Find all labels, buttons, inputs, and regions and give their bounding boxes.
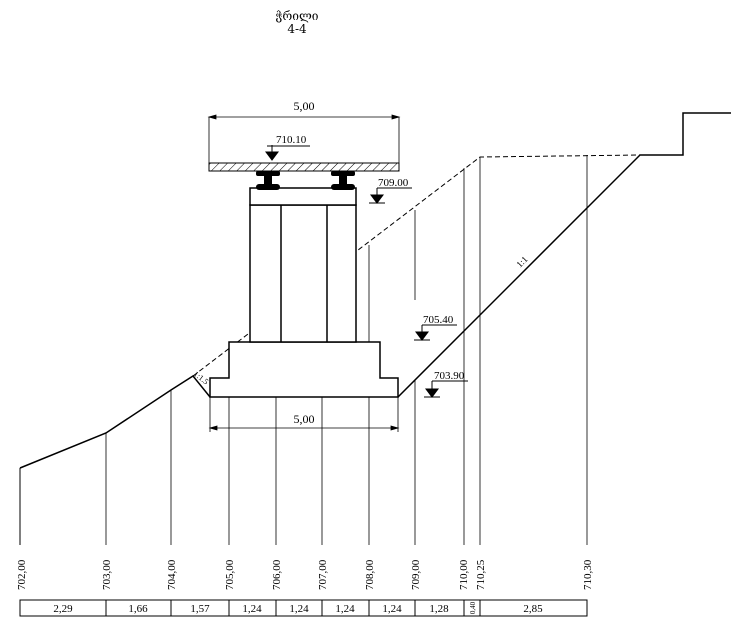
- elevation-marker-deck-top: [265, 145, 310, 161]
- footing-width-label: 5,00: [294, 412, 315, 426]
- title-block: ჭრილი 4-4: [0, 10, 594, 36]
- station-label: 702,00: [16, 559, 28, 590]
- distance-cell: 1,57: [190, 603, 210, 615]
- distance-cell: 1,24: [289, 603, 309, 615]
- station-label: 709,00: [410, 559, 422, 590]
- deck-width-dimension: [207, 114, 401, 163]
- section-number: 4-4: [287, 22, 307, 36]
- distance-cell: 1,28: [429, 603, 449, 615]
- station-label: 708,00: [364, 559, 376, 590]
- station-label: 710,00: [458, 559, 470, 590]
- pier-cap: [249, 187, 357, 206]
- distance-cell: 1,24: [242, 603, 262, 615]
- elevation-label-footing-bottom: 703.90: [434, 370, 465, 382]
- distance-cell: 1,66: [128, 603, 148, 615]
- station-label: 710,25: [475, 559, 487, 590]
- elevation-label-deck-top: 710.10: [276, 134, 307, 146]
- slope-label-left: 1:1.5: [192, 369, 210, 386]
- distance-cell: 2,85: [523, 603, 543, 615]
- station-label: 707,00: [317, 559, 329, 590]
- station-label: 706,00: [271, 559, 283, 590]
- girder-right: [331, 171, 355, 190]
- girder-left: [256, 171, 280, 190]
- elevation-label-bearing: 709.00: [378, 177, 409, 189]
- elevation-marker-bearing: [369, 187, 412, 204]
- distance-cell: 2,29: [53, 603, 73, 615]
- section-title: ჭრილი: [275, 9, 319, 23]
- station-labels: 702,00 703,00 704,00 705,00 706,00 707,0…: [16, 559, 594, 590]
- distance-cell: 1,24: [335, 603, 355, 615]
- station-label: 703,00: [101, 559, 113, 590]
- deck-width-label: 5,00: [294, 99, 315, 113]
- distance-cell: 1,24: [382, 603, 402, 615]
- pier-body: [249, 204, 357, 343]
- station-label: 705,00: [224, 559, 236, 590]
- elevation-marker-footing-bottom: [424, 380, 468, 398]
- footing-width-dimension: [208, 397, 400, 432]
- station-lines: [105, 155, 588, 545]
- distance-table: [19, 599, 588, 617]
- distance-cell: 0,40: [469, 601, 477, 614]
- elevation-marker-footing-top: [414, 324, 457, 341]
- station-label: 704,00: [166, 559, 178, 590]
- footing: [209, 341, 399, 398]
- distance-values: 2,29 1,66 1,57 1,24 1,24 1,24 1,24 1,28 …: [53, 601, 543, 615]
- deck-slab: [208, 162, 400, 172]
- terrain-left-line: [19, 375, 211, 469]
- elevation-label-footing-top: 705.40: [423, 314, 454, 326]
- terrain-right-line: [397, 112, 731, 398]
- station-label: 710,30: [582, 559, 594, 590]
